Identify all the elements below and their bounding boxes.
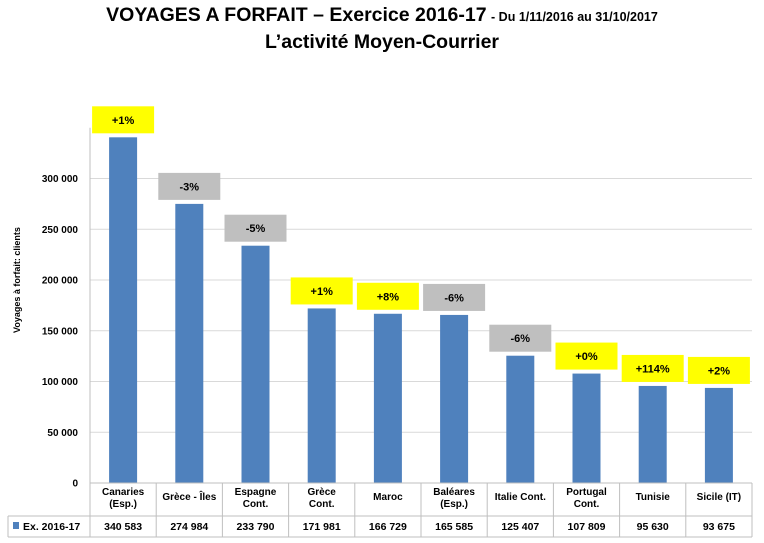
change-label: +2% xyxy=(708,365,731,377)
y-tick-label: 100 000 xyxy=(42,377,79,388)
change-badge xyxy=(290,277,353,305)
change-badge xyxy=(489,324,552,352)
value-label: 93 675 xyxy=(703,521,735,533)
chart-title-period: - Du 1/11/2016 au 31/10/2017 xyxy=(491,10,658,24)
change-badge xyxy=(621,354,684,382)
category-label: (Esp.) xyxy=(440,499,468,510)
change-label: -5% xyxy=(246,223,266,235)
bar xyxy=(241,245,270,483)
bar xyxy=(638,385,667,483)
change-badge xyxy=(224,214,287,242)
change-label: -6% xyxy=(511,333,531,345)
bar xyxy=(440,314,469,483)
category-label: Sicile (IT) xyxy=(697,492,741,503)
category-label: Grèce - Îles xyxy=(162,490,216,503)
y-tick-label: 50 000 xyxy=(47,428,78,439)
y-axis-label: Voyages à forfait: clients xyxy=(12,227,22,333)
bar xyxy=(506,355,535,483)
bar xyxy=(307,308,336,483)
y-tick-label: 0 xyxy=(72,479,78,490)
category-label: Canaries xyxy=(102,487,145,498)
value-label: 171 981 xyxy=(303,521,341,533)
category-label: Grèce xyxy=(308,487,337,498)
bar xyxy=(572,373,601,483)
category-label: Maroc xyxy=(373,492,403,503)
change-label: +1% xyxy=(311,286,334,298)
category-label: Espagne xyxy=(235,487,277,498)
y-tick-label: 150 000 xyxy=(42,326,79,337)
bar xyxy=(373,313,402,483)
value-label: 166 729 xyxy=(369,521,407,533)
change-label: +8% xyxy=(377,291,400,303)
value-label: 95 630 xyxy=(637,521,669,533)
category-label: Tunisie xyxy=(636,492,671,503)
y-tick-label: 300 000 xyxy=(42,174,79,185)
bar xyxy=(704,387,733,483)
change-label: +114% xyxy=(636,363,670,375)
change-badge xyxy=(423,283,486,311)
category-label: Cont. xyxy=(243,499,269,510)
y-tick-label: 250 000 xyxy=(42,225,79,236)
value-label: 340 583 xyxy=(104,521,142,533)
category-label: Cont. xyxy=(309,499,335,510)
change-label: +0% xyxy=(575,351,598,363)
chart-title-main: VOYAGES A FORFAIT – Exercice 2016-17 xyxy=(106,4,487,26)
category-label: Cont. xyxy=(574,499,600,510)
y-tick-label: 200 000 xyxy=(42,276,79,287)
change-label: +1% xyxy=(112,115,135,127)
chart-subtitle: L’activité Moyen-Courrier xyxy=(264,31,500,53)
category-label: (Esp.) xyxy=(109,499,137,510)
bar xyxy=(109,137,138,483)
change-badge xyxy=(92,106,155,134)
category-label: Portugal xyxy=(566,487,607,498)
value-label: 274 984 xyxy=(170,521,208,533)
change-label: -6% xyxy=(444,292,464,304)
value-label: 233 790 xyxy=(237,521,275,533)
change-badge xyxy=(356,282,419,310)
category-label: Italie Cont. xyxy=(495,492,546,503)
value-label: 107 809 xyxy=(568,521,606,533)
chart-title: VOYAGES A FORFAIT – Exercice 2016-17 - D… xyxy=(0,4,764,27)
category-label: Baléares xyxy=(433,487,475,498)
bar xyxy=(175,203,204,483)
change-badge xyxy=(158,172,221,200)
change-badge xyxy=(555,342,618,370)
change-badge xyxy=(687,356,750,384)
legend-label: Ex. 2016-17 xyxy=(23,521,80,533)
value-label: 165 585 xyxy=(435,521,473,533)
legend-swatch xyxy=(13,522,19,529)
value-label: 125 407 xyxy=(501,521,539,533)
change-label: -3% xyxy=(180,181,200,193)
